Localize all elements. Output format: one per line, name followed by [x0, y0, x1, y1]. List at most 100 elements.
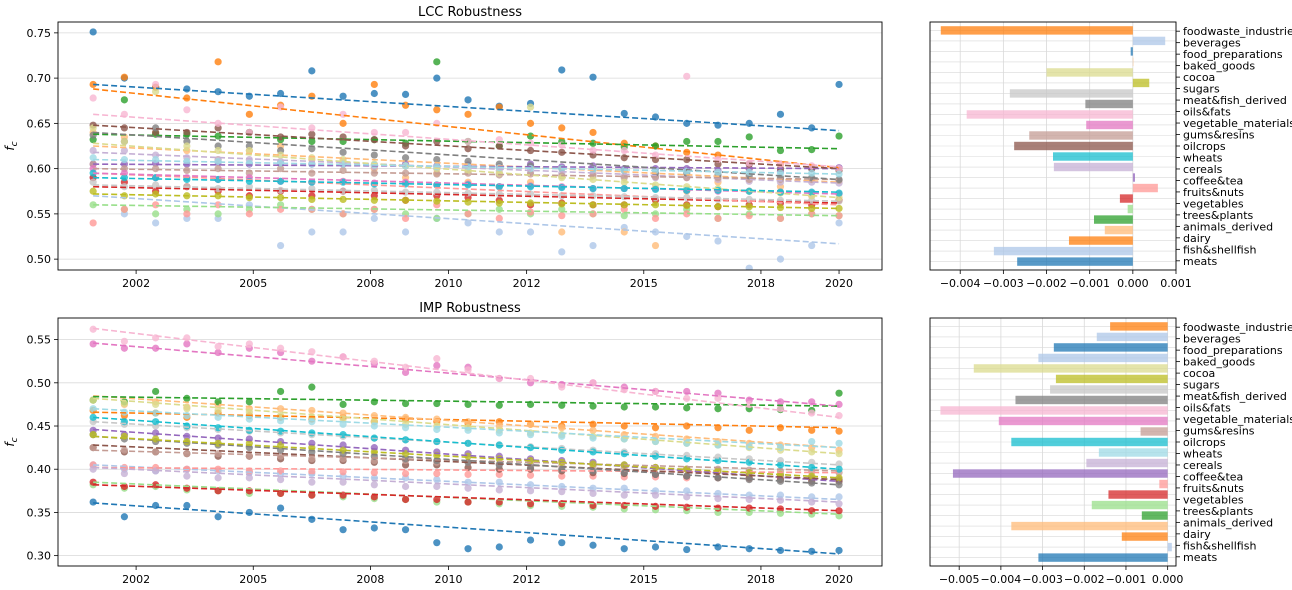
bar	[1068, 236, 1133, 245]
data-point	[835, 439, 843, 447]
data-point	[214, 192, 222, 200]
data-point	[464, 157, 472, 165]
data-point	[835, 389, 843, 397]
data-point	[401, 169, 410, 177]
category-label: dairy	[1183, 232, 1211, 245]
axes-frame	[929, 317, 1177, 567]
data-point	[683, 202, 691, 210]
data-point	[464, 439, 472, 447]
trend-line	[93, 435, 840, 486]
data-point	[276, 193, 285, 202]
data-point	[526, 208, 535, 216]
category-label: baked_goods	[1183, 60, 1255, 73]
data-point	[714, 394, 722, 402]
x-tick-label: 0.000	[1152, 573, 1184, 586]
category-label: foodwaste_industries	[1183, 25, 1292, 38]
data-point	[464, 470, 472, 479]
data-point	[526, 444, 535, 452]
data-point	[835, 80, 843, 89]
data-point	[526, 536, 535, 544]
data-point	[339, 148, 347, 156]
data-point	[401, 436, 410, 444]
data-point	[152, 344, 160, 352]
data-point	[526, 170, 535, 178]
data-point	[152, 448, 160, 456]
category-label: cocoa	[1183, 71, 1215, 84]
data-point	[558, 539, 566, 547]
data-point	[526, 146, 535, 155]
data-point	[558, 432, 566, 440]
category-label: wheats	[1183, 151, 1223, 164]
x-tick-label: −0.002	[1064, 573, 1105, 586]
x-tick-label: 2012	[513, 277, 541, 290]
data-point	[495, 199, 503, 207]
data-point	[776, 496, 785, 504]
bar	[1011, 437, 1168, 447]
data-point	[433, 425, 441, 434]
axes-frame	[57, 317, 883, 567]
category-label: oils&fats	[1183, 106, 1231, 119]
x-tick-label: 2010	[435, 277, 463, 290]
data-point	[620, 109, 628, 118]
data-point	[714, 137, 722, 146]
category-label: coffee&tea	[1183, 470, 1243, 483]
bar	[1132, 78, 1150, 88]
data-point	[308, 383, 316, 391]
x-tick-label: 0.001	[1160, 277, 1192, 290]
data-point	[714, 214, 722, 223]
data-point	[245, 508, 253, 517]
bar	[1053, 343, 1168, 352]
trend-line	[93, 88, 840, 169]
category-label: cereals	[1183, 163, 1223, 176]
category-label: coffee&tea	[1183, 174, 1243, 187]
data-point	[835, 189, 843, 197]
y-tick-label: 0.35	[27, 506, 52, 519]
x-tick-label: 2002	[122, 277, 150, 290]
bar	[1098, 448, 1168, 457]
data-point	[89, 124, 97, 132]
bar	[1038, 553, 1168, 562]
data-point	[308, 169, 316, 177]
data-point	[276, 133, 285, 141]
bar	[1053, 162, 1133, 172]
category-label: cocoa	[1183, 367, 1215, 380]
data-point	[464, 110, 472, 118]
data-point	[558, 228, 566, 236]
bar	[952, 469, 1168, 478]
category-label: dairy	[1183, 528, 1211, 541]
data-point	[620, 146, 628, 155]
data-point	[589, 146, 597, 155]
category-label: fruits&nuts	[1183, 482, 1244, 495]
data-point	[276, 387, 285, 396]
bar	[1017, 257, 1133, 266]
data-point	[245, 398, 253, 406]
data-point	[339, 195, 347, 204]
data-point	[152, 201, 160, 209]
trend-line	[93, 395, 840, 407]
data-point	[370, 524, 378, 532]
data-point	[152, 210, 160, 218]
data-point	[835, 412, 843, 420]
trend-line	[93, 342, 840, 407]
data-point	[308, 130, 316, 138]
data-point	[835, 204, 843, 213]
x-tick-label: 2012	[513, 573, 541, 586]
trend-line	[93, 83, 840, 132]
bar	[1140, 427, 1168, 436]
data-point	[183, 94, 191, 102]
data-point	[183, 340, 191, 348]
data-point	[495, 214, 503, 223]
data-point	[276, 475, 285, 484]
data-point	[214, 210, 222, 218]
data-point	[401, 368, 410, 377]
x-tick-label: −0.002	[1026, 277, 1067, 290]
data-point	[214, 342, 222, 351]
data-point	[401, 228, 410, 236]
data-point	[464, 545, 472, 553]
chart-title: LCC Robustness	[418, 5, 522, 20]
category-label: fish&shellfish	[1183, 539, 1256, 552]
data-point	[339, 92, 347, 100]
data-point	[835, 400, 843, 409]
data-point	[245, 474, 253, 482]
data-point	[808, 437, 816, 446]
